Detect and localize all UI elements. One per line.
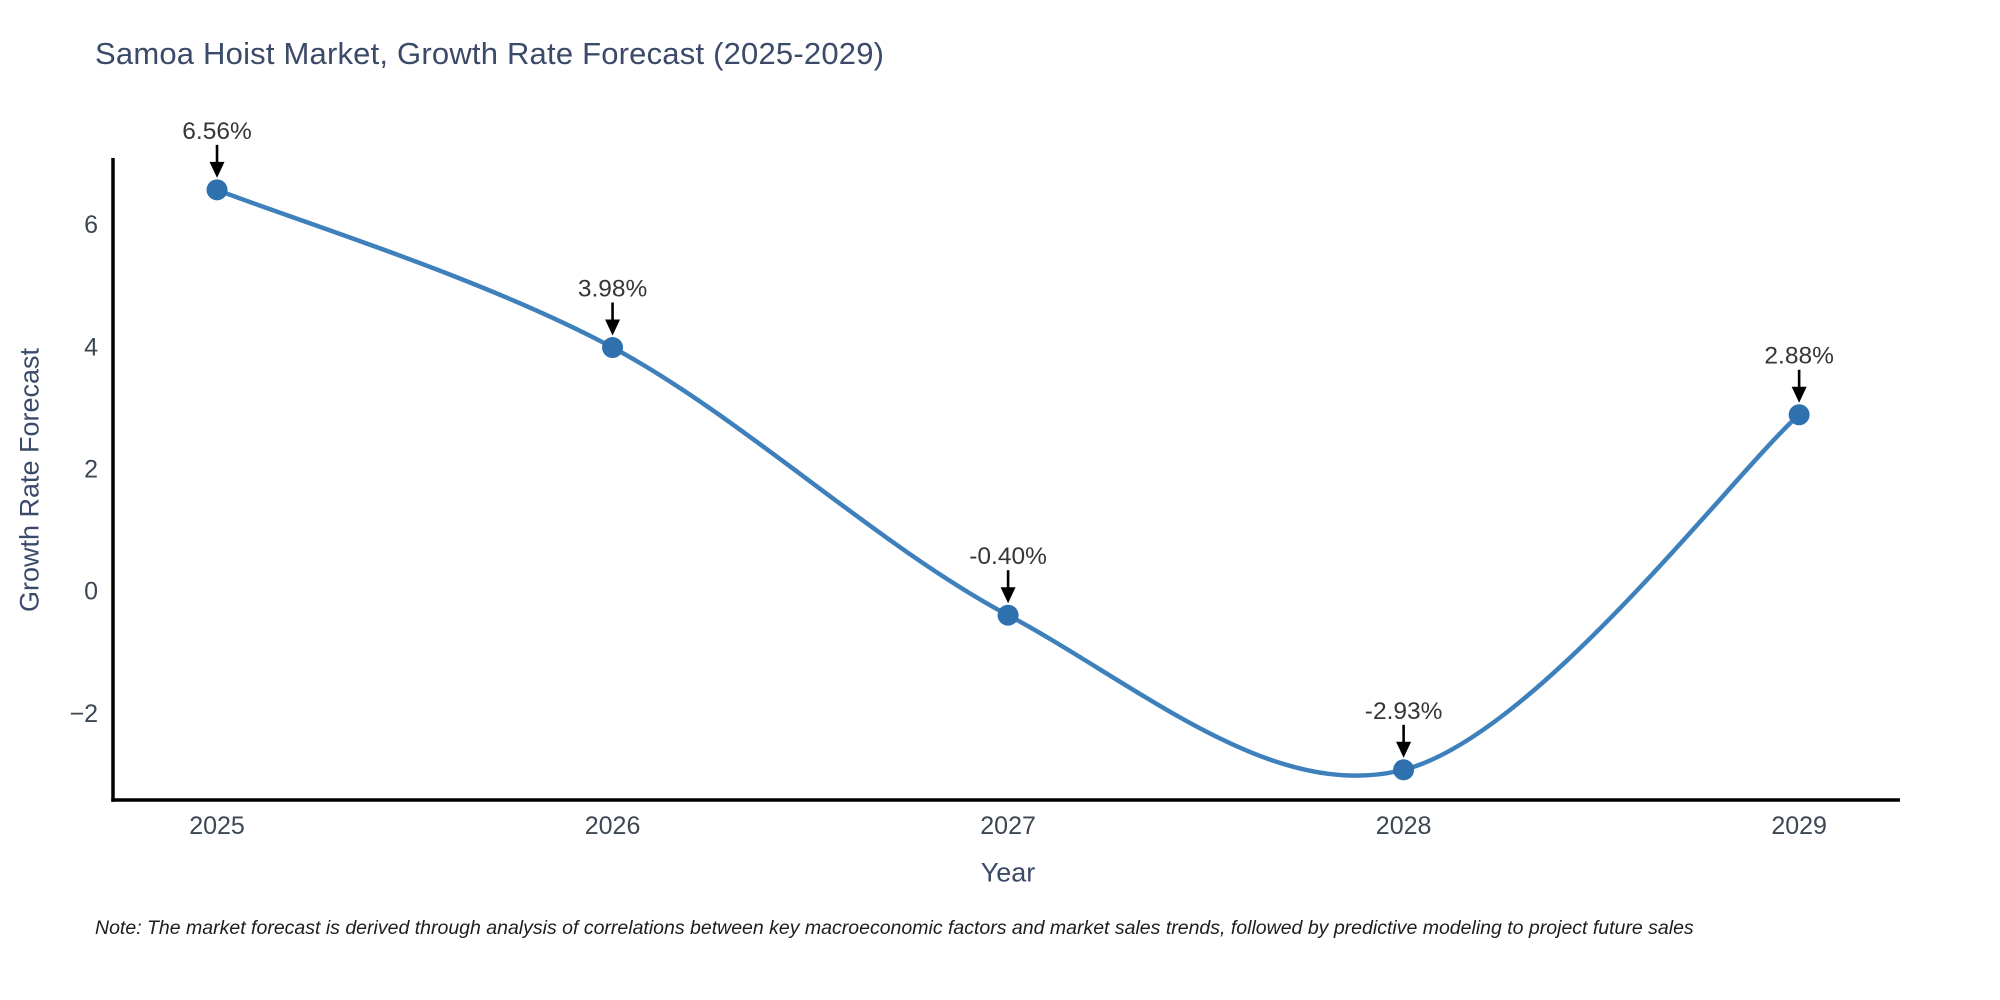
y-tick-label: 6 — [84, 211, 98, 239]
data-point-marker — [602, 337, 624, 359]
annotation-arrow-head — [1000, 587, 1016, 604]
x-tick-label: 2029 — [1771, 812, 1827, 840]
annotation-arrow-head — [1396, 741, 1412, 758]
data-point-marker — [1393, 759, 1415, 781]
footnote: Note: The market forecast is derived thr… — [95, 917, 1694, 939]
data-point-marker — [206, 179, 228, 201]
x-axis-title: Year — [980, 857, 1036, 888]
data-point-label: 6.56% — [182, 118, 251, 145]
y-tick-label: 4 — [84, 333, 98, 361]
data-point-label: 3.98% — [578, 276, 647, 303]
y-tick-label: 2 — [84, 456, 98, 484]
annotation-arrow-head — [209, 161, 225, 178]
x-tick-label: 2027 — [980, 812, 1036, 840]
y-tick-label: −2 — [69, 700, 98, 728]
x-tick-label: 2026 — [585, 812, 641, 840]
forecast-series-line — [214, 187, 1802, 778]
annotation-arrow-head — [1791, 386, 1807, 403]
data-point-label: 2.88% — [1764, 343, 1833, 370]
y-tick-label: 0 — [84, 578, 98, 606]
chart-title: Samoa Hoist Market, Growth Rate Forecast… — [95, 36, 885, 71]
annotation-arrow-head — [605, 319, 621, 336]
x-tick-label: 2028 — [1376, 812, 1432, 840]
data-point-marker — [997, 604, 1019, 626]
data-point-marker — [1788, 404, 1810, 426]
x-tick-label: 2025 — [189, 812, 245, 840]
data-point-label: -0.40% — [969, 543, 1047, 570]
data-point-label: -2.93% — [1365, 698, 1443, 725]
